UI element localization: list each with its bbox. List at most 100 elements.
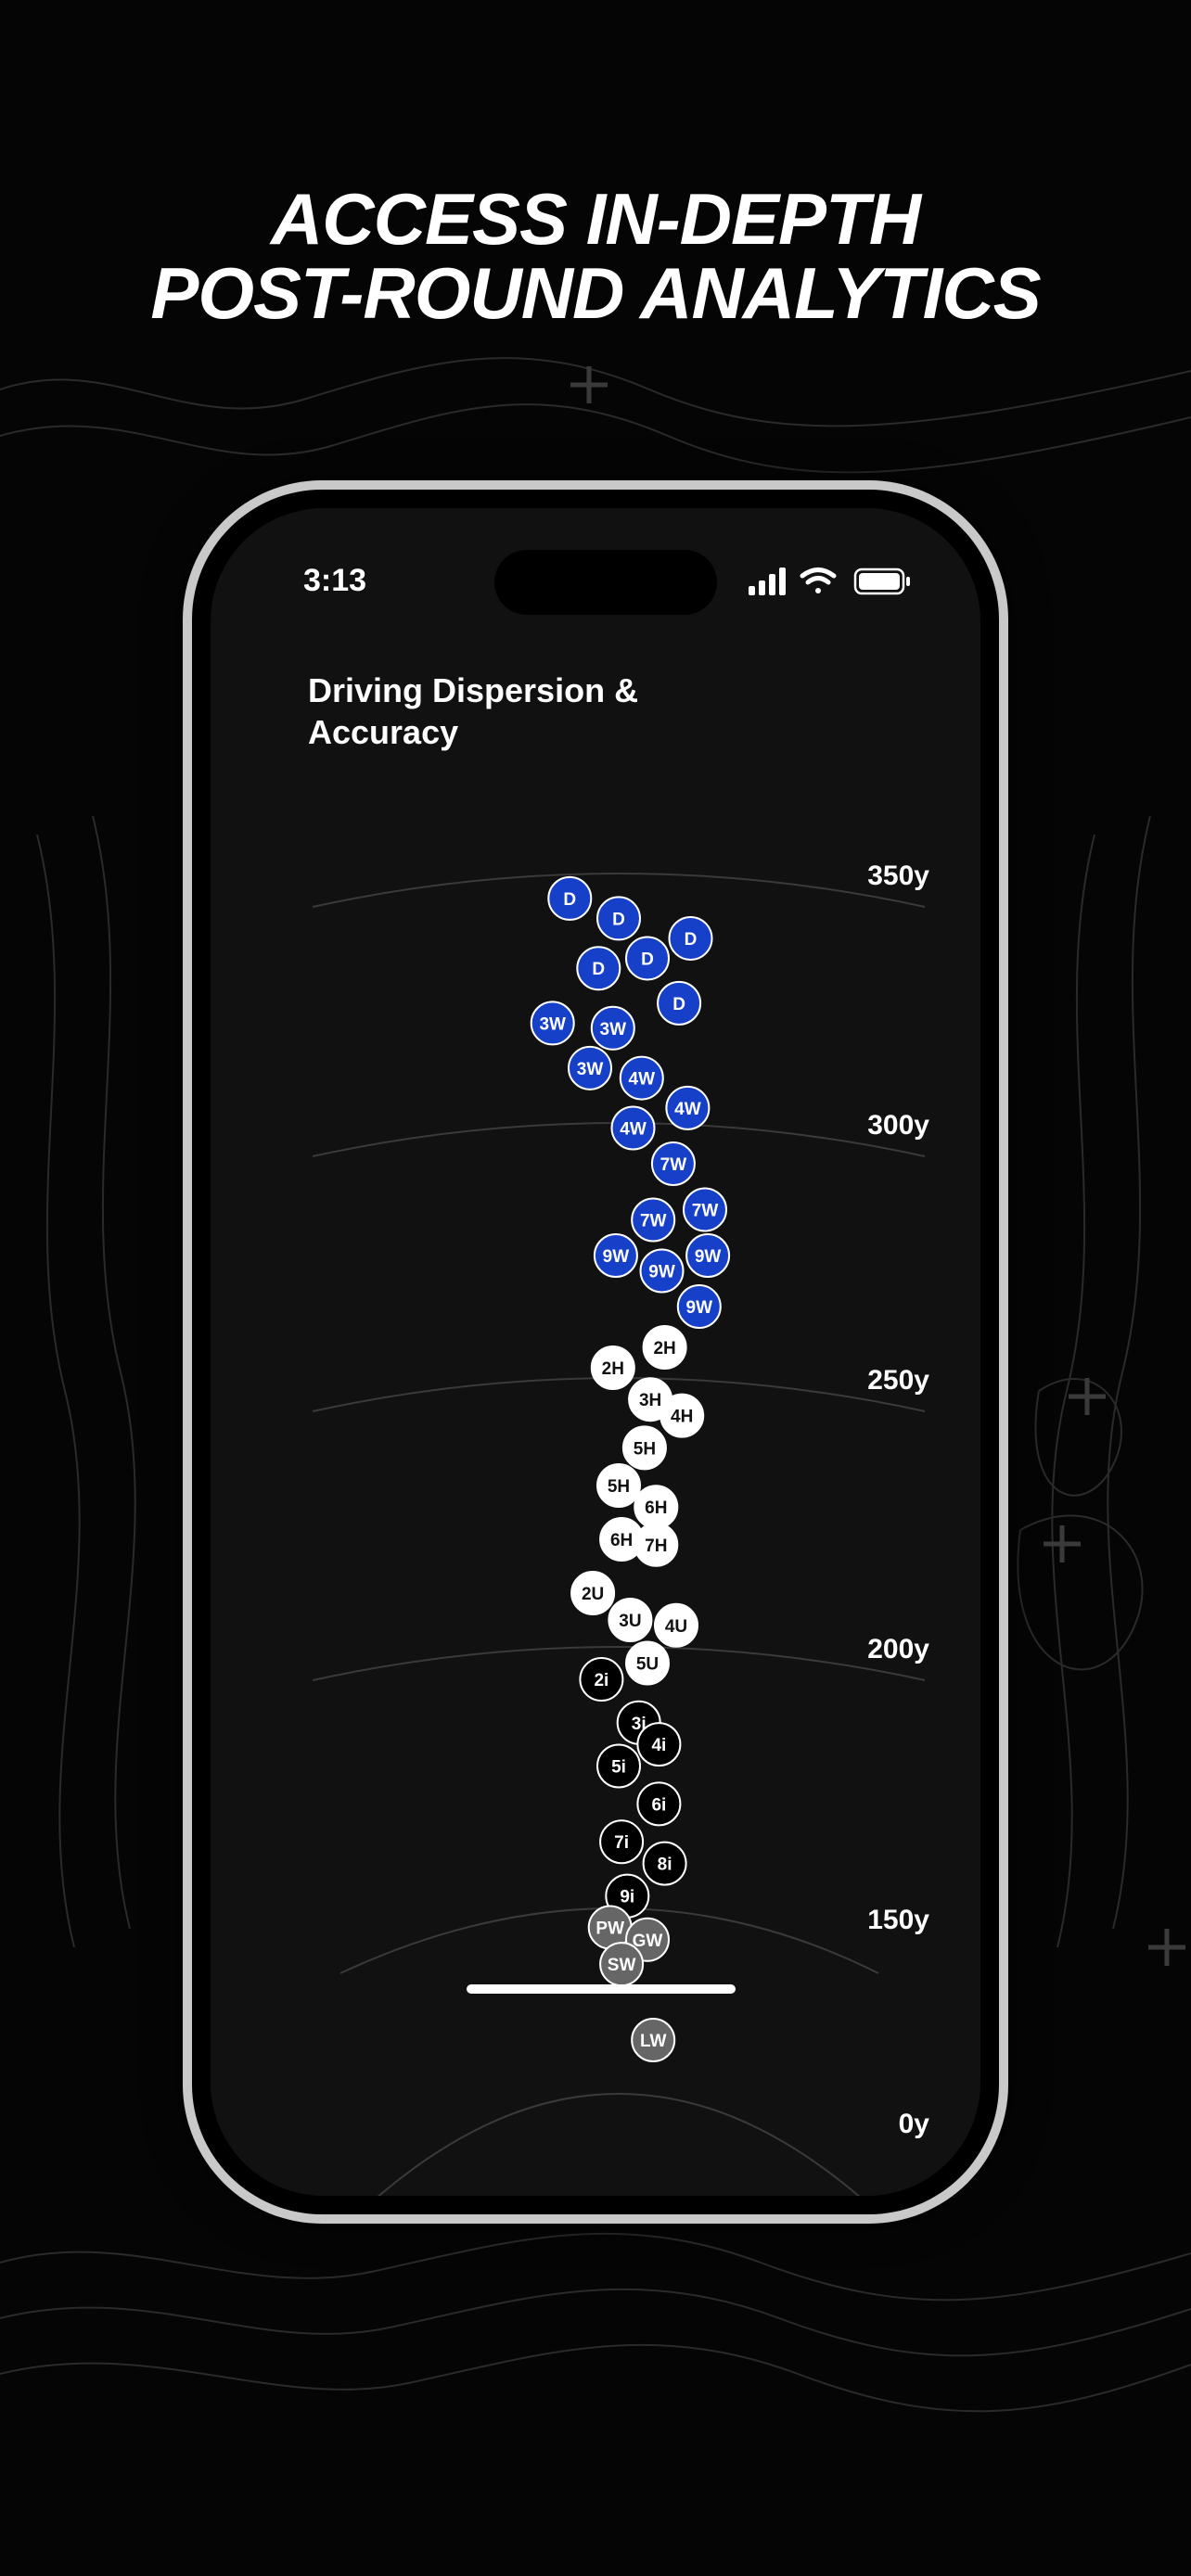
svg-text:4U: 4U: [665, 1617, 687, 1637]
svg-text:5i: 5i: [611, 1757, 626, 1777]
shot-marker-6i[interactable]: 6i: [636, 1781, 682, 1827]
svg-text:3i: 3i: [632, 1715, 647, 1734]
svg-text:SW: SW: [608, 1956, 636, 1975]
shot-marker-7w[interactable]: 7W: [683, 1187, 727, 1232]
shot-marker-7w[interactable]: 7W: [650, 1141, 696, 1186]
svg-text:4W: 4W: [674, 1100, 701, 1119]
svg-text:9W: 9W: [695, 1247, 722, 1267]
shot-marker-7w[interactable]: 7W: [631, 1197, 676, 1243]
headline-line-2: POST-ROUND ANALYTICS: [150, 252, 1041, 334]
shot-marker-2u[interactable]: 2U: [570, 1571, 616, 1615]
distance-label: 150y: [867, 1905, 929, 1935]
svg-text:3H: 3H: [639, 1391, 661, 1410]
distance-label: 200y: [867, 1634, 929, 1664]
svg-text:7W: 7W: [692, 1202, 719, 1221]
distance-ring: [312, 1646, 926, 1681]
shot-marker-6h[interactable]: 6H: [634, 1485, 679, 1530]
home-indicator[interactable]: [467, 1984, 736, 1994]
svg-text:GW: GW: [633, 1932, 663, 1951]
headline: ACCESS IN-DEPTH POST-ROUND ANALYTICS: [0, 182, 1191, 330]
shot-marker-7i[interactable]: 7i: [599, 1819, 645, 1865]
shot-marker-2i[interactable]: 2i: [579, 1657, 624, 1702]
shot-marker-d[interactable]: D: [547, 875, 593, 921]
shot-marker-7h[interactable]: 7H: [634, 1522, 679, 1567]
shot-marker-4w[interactable]: 4W: [610, 1105, 656, 1151]
svg-text:4W: 4W: [620, 1120, 647, 1140]
shot-marker-sw[interactable]: SW: [599, 1942, 645, 1987]
distance-label: 250y: [867, 1365, 929, 1396]
svg-text:9i: 9i: [620, 1888, 634, 1907]
shot-marker-4i[interactable]: 4i: [636, 1722, 682, 1767]
svg-text:D: D: [685, 930, 698, 950]
svg-text:4W: 4W: [629, 1070, 656, 1090]
svg-text:6H: 6H: [645, 1498, 667, 1518]
shot-marker-2h[interactable]: 2H: [642, 1325, 687, 1370]
svg-text:8i: 8i: [658, 1855, 672, 1875]
screen-title: Driving Dispersion & Accuracy: [308, 671, 639, 751]
svg-text:D: D: [592, 960, 605, 979]
shot-marker-d[interactable]: D: [576, 946, 621, 991]
svg-text:7W: 7W: [640, 1212, 667, 1231]
shot-marker-5h[interactable]: 5H: [621, 1425, 667, 1471]
distance-label: 350y: [867, 861, 929, 891]
cellular-signal-icon: [749, 567, 786, 595]
phone-screen: 3:13 Driving Di: [211, 508, 980, 2196]
svg-text:7W: 7W: [660, 1155, 687, 1175]
distance-ring: [312, 873, 926, 908]
shot-marker-d[interactable]: D: [668, 915, 713, 961]
status-icons: [749, 567, 910, 595]
shot-marker-8i[interactable]: 8i: [642, 1841, 687, 1886]
shot-marker-4h[interactable]: 4H: [660, 1393, 705, 1438]
shot-markers: D D D D D D 3W 3W 3W 4W 4W 4W 7W 7W 7W 9W 9W 9W 9W 2H 2H 3H 4H…: [530, 875, 731, 2062]
svg-text:4i: 4i: [651, 1736, 666, 1755]
dispersion-chart: 350y 300y 250y 200y 150y 0y D D D D D D 3W 3W 3W 4W 4W 4…: [312, 861, 929, 2196]
wifi-icon: [800, 567, 837, 593]
svg-text:2i: 2i: [594, 1671, 608, 1690]
svg-text:9W: 9W: [603, 1247, 630, 1267]
distance-labels: 350y 300y 250y 200y 150y 0y: [867, 861, 929, 2139]
shot-marker-4u[interactable]: 4U: [654, 1602, 698, 1648]
shot-marker-5h[interactable]: 5H: [596, 1463, 641, 1508]
status-time: 3:13: [302, 563, 367, 598]
svg-text:2U: 2U: [582, 1585, 604, 1604]
svg-text:7i: 7i: [614, 1833, 629, 1853]
svg-text:2H: 2H: [602, 1359, 624, 1379]
shot-marker-d[interactable]: D: [625, 936, 670, 981]
headline-line-1: ACCESS IN-DEPTH: [270, 178, 921, 260]
shot-marker-d[interactable]: D: [596, 896, 641, 941]
shot-marker-3u[interactable]: 3U: [608, 1598, 653, 1642]
svg-text:3W: 3W: [600, 1020, 627, 1039]
svg-text:LW: LW: [640, 2032, 667, 2051]
shot-marker-3w[interactable]: 3W: [590, 1005, 635, 1051]
shot-marker-9w[interactable]: 9W: [685, 1233, 731, 1278]
shot-marker-2h[interactable]: 2H: [590, 1345, 635, 1390]
svg-text:3W: 3W: [539, 1014, 566, 1034]
svg-text:D: D: [563, 890, 576, 910]
shot-marker-5i[interactable]: 5i: [596, 1743, 641, 1789]
distance-label: 300y: [867, 1110, 929, 1141]
shot-marker-d[interactable]: D: [657, 980, 702, 1026]
shot-marker-9w[interactable]: 9W: [676, 1284, 722, 1329]
svg-text:3U: 3U: [619, 1612, 641, 1631]
shot-marker-3w[interactable]: 3W: [530, 1001, 575, 1046]
shot-marker-lw[interactable]: LW: [631, 2018, 676, 2062]
svg-text:3W: 3W: [577, 1060, 604, 1079]
shot-marker-9w[interactable]: 9W: [593, 1233, 638, 1278]
shot-marker-4w[interactable]: 4W: [665, 1085, 711, 1130]
svg-text:D: D: [612, 910, 625, 929]
svg-text:9W: 9W: [686, 1298, 713, 1318]
distance-ring: [378, 2093, 860, 2196]
distance-label: 0y: [899, 2109, 930, 2139]
svg-text:5U: 5U: [636, 1655, 659, 1675]
svg-text:6i: 6i: [651, 1795, 666, 1815]
svg-text:4H: 4H: [671, 1408, 693, 1427]
shot-marker-pw[interactable]: PW: [587, 1905, 633, 1950]
shot-marker-5u[interactable]: 5U: [625, 1640, 670, 1686]
shot-marker-3w[interactable]: 3W: [568, 1045, 612, 1090]
shot-marker-9w[interactable]: 9W: [639, 1248, 685, 1294]
shot-marker-4w[interactable]: 4W: [619, 1055, 664, 1101]
dynamic-island: [494, 550, 717, 615]
phone-frame: 3:13 Driving Di: [183, 480, 1008, 2224]
svg-text:6H: 6H: [610, 1531, 633, 1550]
